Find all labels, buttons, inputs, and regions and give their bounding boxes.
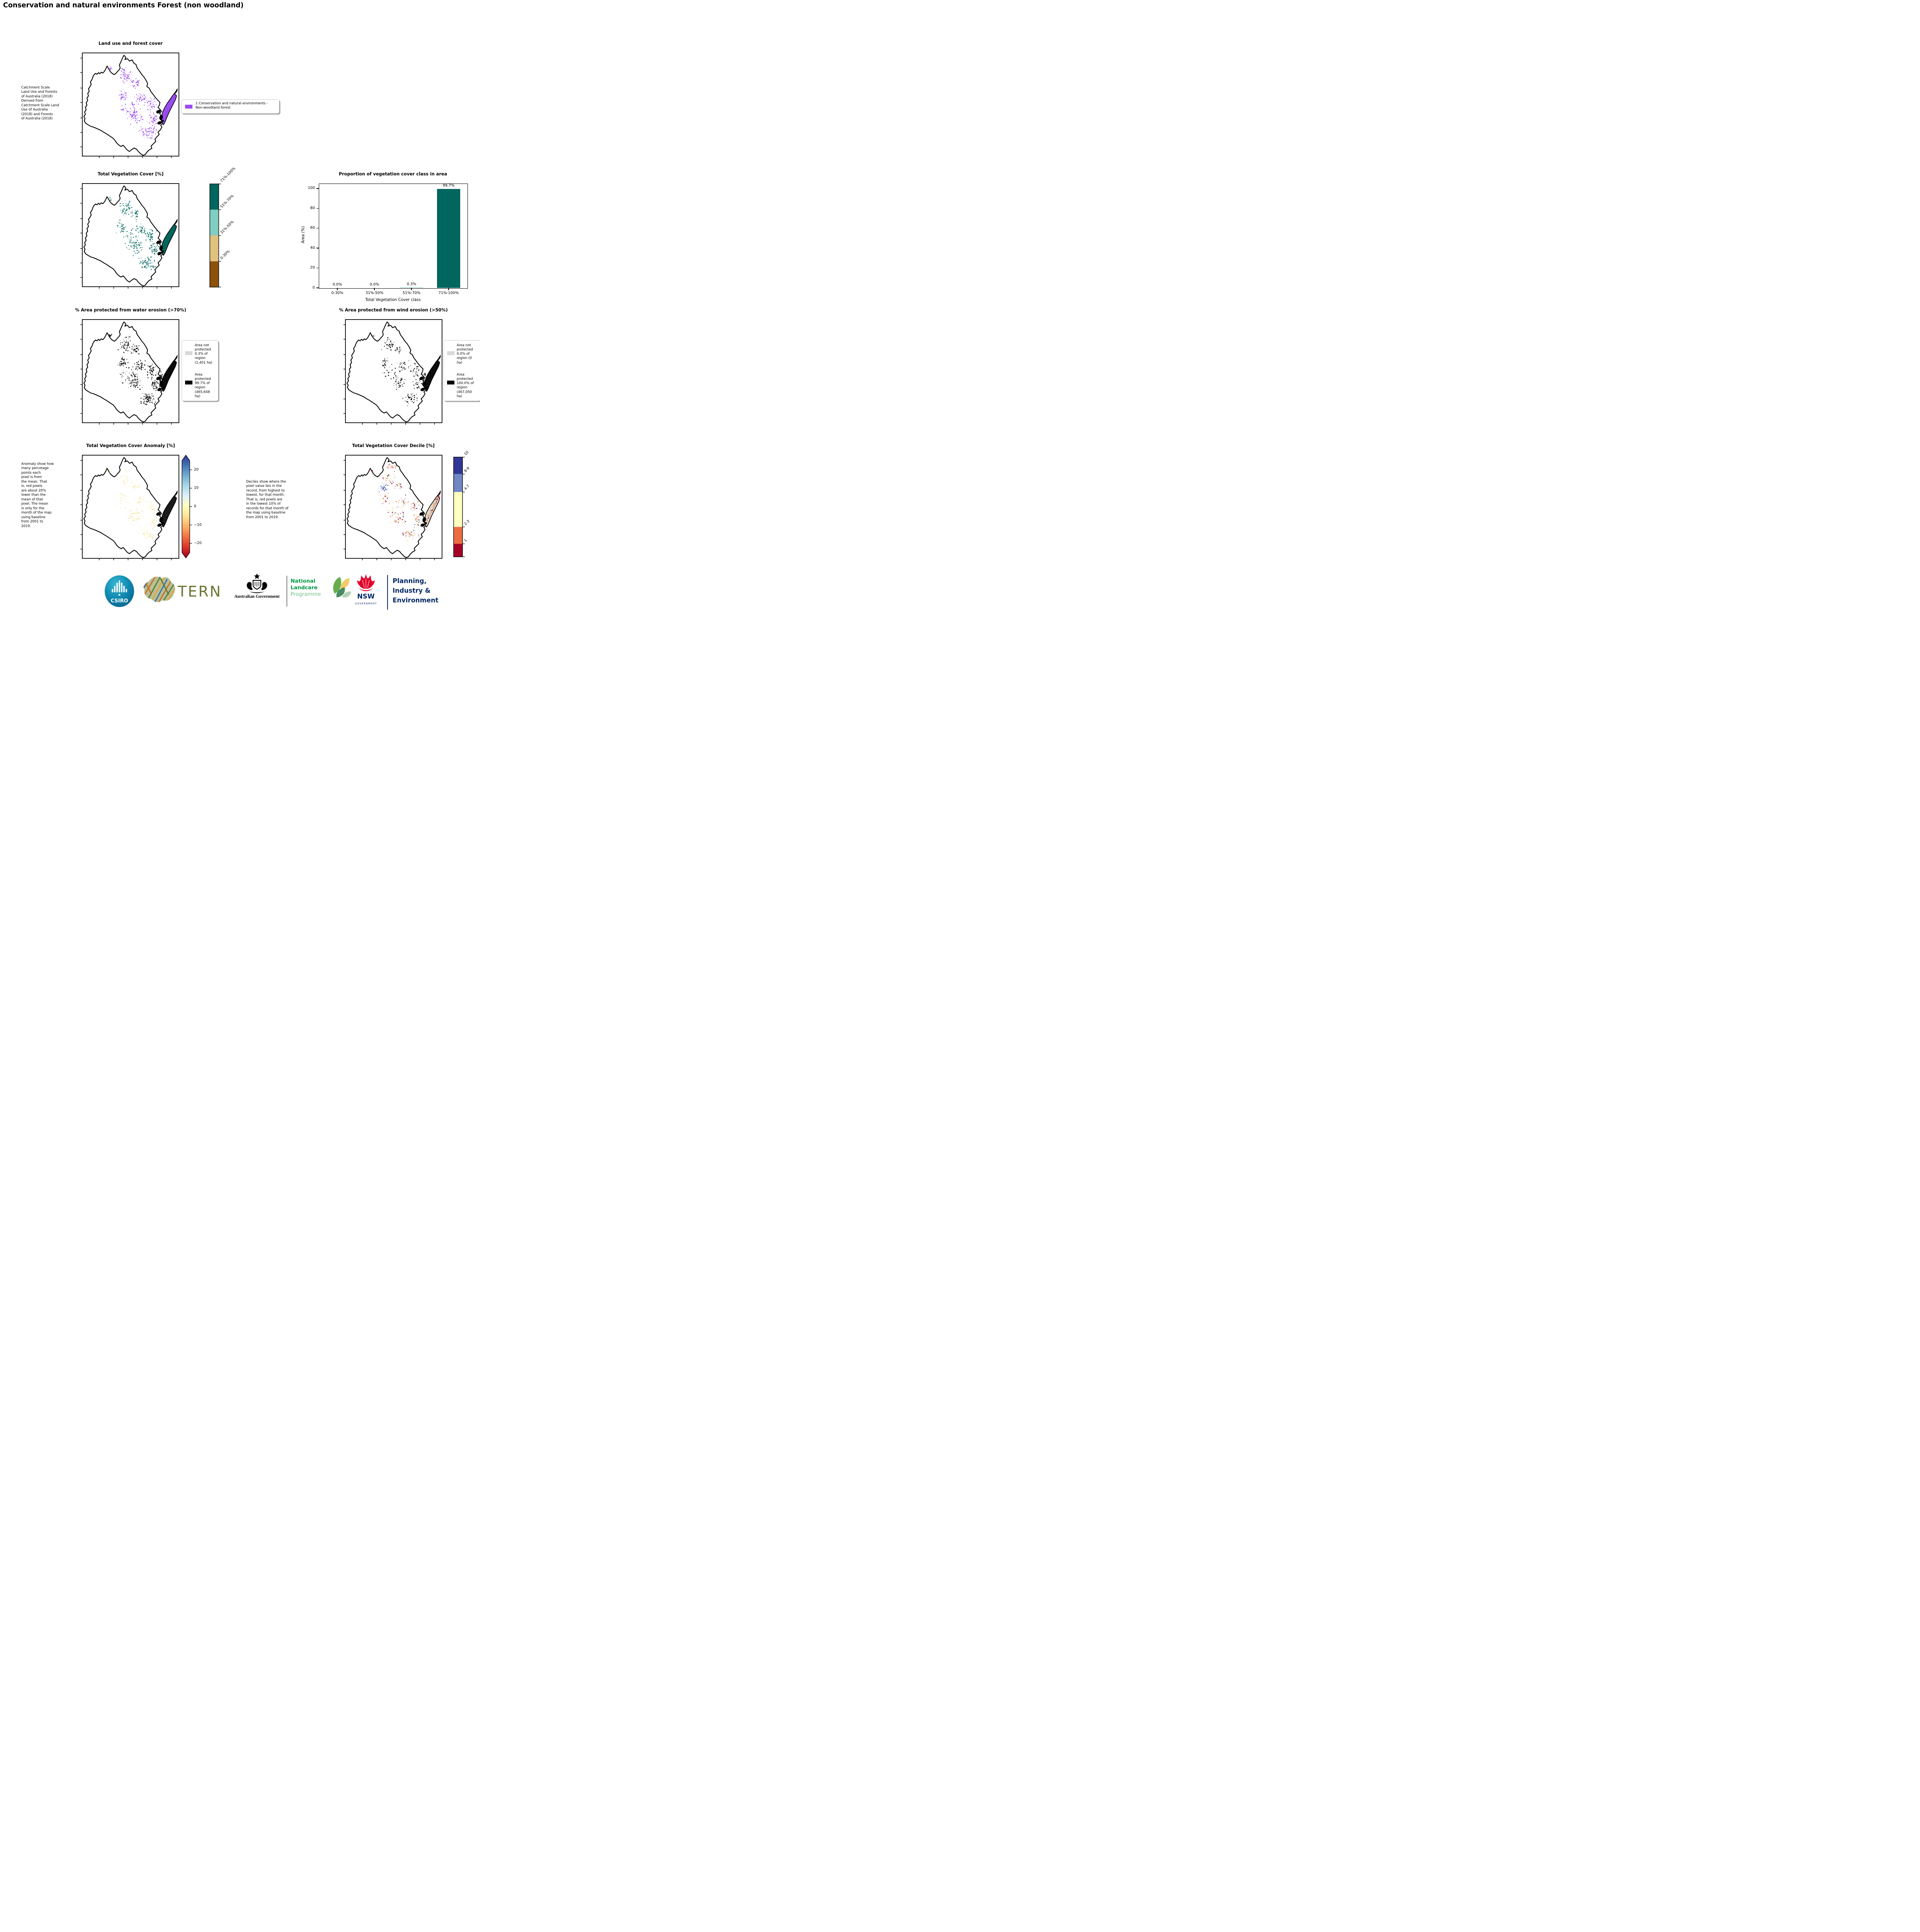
anomaly-colorbar-tick: 10 — [194, 486, 199, 490]
wind-legend-swatch-0 — [447, 351, 454, 355]
landcare-line2: Landcare — [291, 584, 318, 591]
tvc-colorbar-label: 51%-70% — [219, 194, 235, 209]
tvc-map — [80, 181, 181, 290]
csiro-logo: CSIRO — [104, 575, 134, 609]
csiro-logo-icon: CSIRO — [105, 575, 134, 607]
water-legend-entry: Area protected 99.7% of region (465,648 … — [182, 372, 218, 401]
australian-government-crest-icon — [247, 573, 267, 593]
bar — [400, 287, 423, 288]
x-tick-label: 51%-70% — [402, 291, 421, 295]
landuse-map — [80, 51, 181, 159]
decile-colorbar-label: 10 — [463, 450, 470, 456]
wind-legend-entry: Area protected 100.0% of region (467,050… — [444, 372, 480, 401]
tvc-title: Total Vegetation Cover [%] — [97, 172, 164, 177]
australian-government-label: Australian Government — [234, 594, 280, 599]
decile-map — [343, 453, 444, 561]
tvc-colorbar-label: 0-30% — [219, 249, 231, 261]
wind-legend-label-0: Area not protected 0.0% of region (0 ha) — [457, 344, 473, 365]
map-water-svg — [80, 319, 179, 425]
australian-government-logo: Australian Government — [232, 573, 282, 599]
water-legend-label-1: Area protected 99.7% of region (465,648 … — [195, 373, 211, 398]
nsw-waratah-icon — [357, 574, 375, 591]
landcare-line3: Programme — [291, 591, 321, 597]
anomaly-colorbar-tick: 0 — [194, 504, 196, 509]
wind-title: % Area protected from wind erosion (>50%… — [339, 308, 448, 313]
water-legend-entry: Area not protected 0.3% of region (1,401… — [182, 343, 218, 371]
bar-chart-title: Proportion of vegetation cover class in … — [338, 172, 447, 177]
footer-divider-2 — [387, 575, 388, 610]
anomaly-colorbar-tick: −20 — [194, 541, 202, 546]
map-decile-svg — [344, 455, 442, 560]
tern-logo: TERN — [140, 574, 222, 606]
water-map — [80, 317, 181, 426]
y-tick-mark — [316, 188, 319, 189]
wind-legend-entry: Area not protected 0.0% of region (0 ha) — [444, 343, 480, 371]
anomaly-side-note: Anomaly show how many percetage points e… — [21, 462, 54, 528]
x-tick-label: 0-30% — [331, 291, 344, 295]
y-tick-label: 80 — [310, 206, 315, 210]
wind-map — [343, 317, 444, 426]
anomaly-colorbar-tick: −10 — [194, 522, 202, 527]
nsw-sub-label: GOVERNMENT — [355, 602, 377, 605]
y-tick-label: 20 — [310, 265, 315, 270]
csiro-label: CSIRO — [111, 598, 128, 604]
map-wind-svg — [344, 319, 442, 425]
anomaly-colorbar-tick: 20 — [194, 467, 199, 472]
landcare-leaves-icon — [329, 576, 352, 601]
y-tick-mark — [316, 287, 319, 288]
water-legend-swatch-0 — [185, 351, 192, 355]
bar-value-label: 99.7% — [442, 183, 455, 188]
anomaly-title: Total Vegetation Cover Anomaly [%] — [86, 443, 175, 448]
landuse-side-note: Catchment Scale Land Use and Forests of … — [21, 86, 59, 121]
decile-side-note: Deciles show where the pixel value lies … — [246, 480, 289, 519]
landuse-legend-swatch — [185, 105, 192, 109]
y-axis-label: Area (%) — [301, 226, 306, 243]
y-tick-label: 60 — [310, 226, 315, 230]
y-tick-label: 40 — [310, 245, 315, 250]
landuse-legend-label: 1 Conservation and natural environments … — [196, 102, 268, 110]
x-axis-label: Total Vegetation Cover class — [365, 298, 421, 302]
y-tick-mark — [316, 208, 319, 209]
page-title: Conservation and natural environments Fo… — [3, 2, 244, 9]
bar-value-label: 0.3% — [406, 282, 417, 287]
bar — [437, 189, 460, 288]
wind-legend-swatch-1 — [447, 381, 454, 384]
decile-title: Total Vegetation Cover Decile [%] — [352, 443, 435, 448]
y-tick-label: 100 — [308, 186, 315, 190]
map-anomaly-svg — [80, 455, 179, 560]
tern-logo-icon: TERN — [143, 577, 222, 602]
tvc-colorbar-label: 31%-50% — [219, 219, 235, 235]
water-legend-label-0: Area not protected 0.3% of region (1,401… — [195, 344, 213, 365]
x-tick-mark — [411, 288, 412, 290]
tvc-colorbar-label: 71%-100% — [219, 166, 236, 183]
wind-legend: Area not protected 0.0% of region (0 ha)… — [444, 340, 480, 401]
tern-label: TERN — [177, 583, 222, 600]
water-title: % Area protected from water erosion (>70… — [75, 308, 186, 313]
map-landuse-svg — [80, 53, 179, 158]
landcare-line1: National — [291, 578, 316, 584]
national-landcare-logo: National Landcare Programme — [291, 578, 321, 598]
map-tvc-svg — [80, 183, 179, 289]
water-legend: Area not protected 0.3% of region (1,401… — [182, 340, 218, 401]
report-page: Conservation and natural environments Fo… — [0, 0, 480, 617]
anomaly-map — [80, 453, 181, 561]
planning-industry-environment-logo: Planning, Industry & Environment — [393, 577, 439, 604]
nsw-government-logo: NSW GOVERNMENT — [352, 573, 379, 605]
bar-value-label: 0.0% — [332, 282, 342, 287]
x-tick-mark — [448, 288, 449, 290]
x-tick-label: 31%-50% — [365, 291, 384, 295]
landuse-title: Land use and forest cover — [99, 41, 163, 46]
landuse-legend: 1 Conservation and natural environments … — [181, 99, 279, 114]
y-tick-label: 0 — [312, 285, 315, 290]
x-tick-label: 71%-100% — [438, 291, 459, 295]
bar-value-label: 0.0% — [369, 282, 379, 287]
water-legend-swatch-1 — [185, 381, 192, 384]
nsw-label: NSW — [357, 593, 375, 600]
wind-legend-label-1: Area protected 100.0% of region (467,050… — [457, 373, 474, 398]
